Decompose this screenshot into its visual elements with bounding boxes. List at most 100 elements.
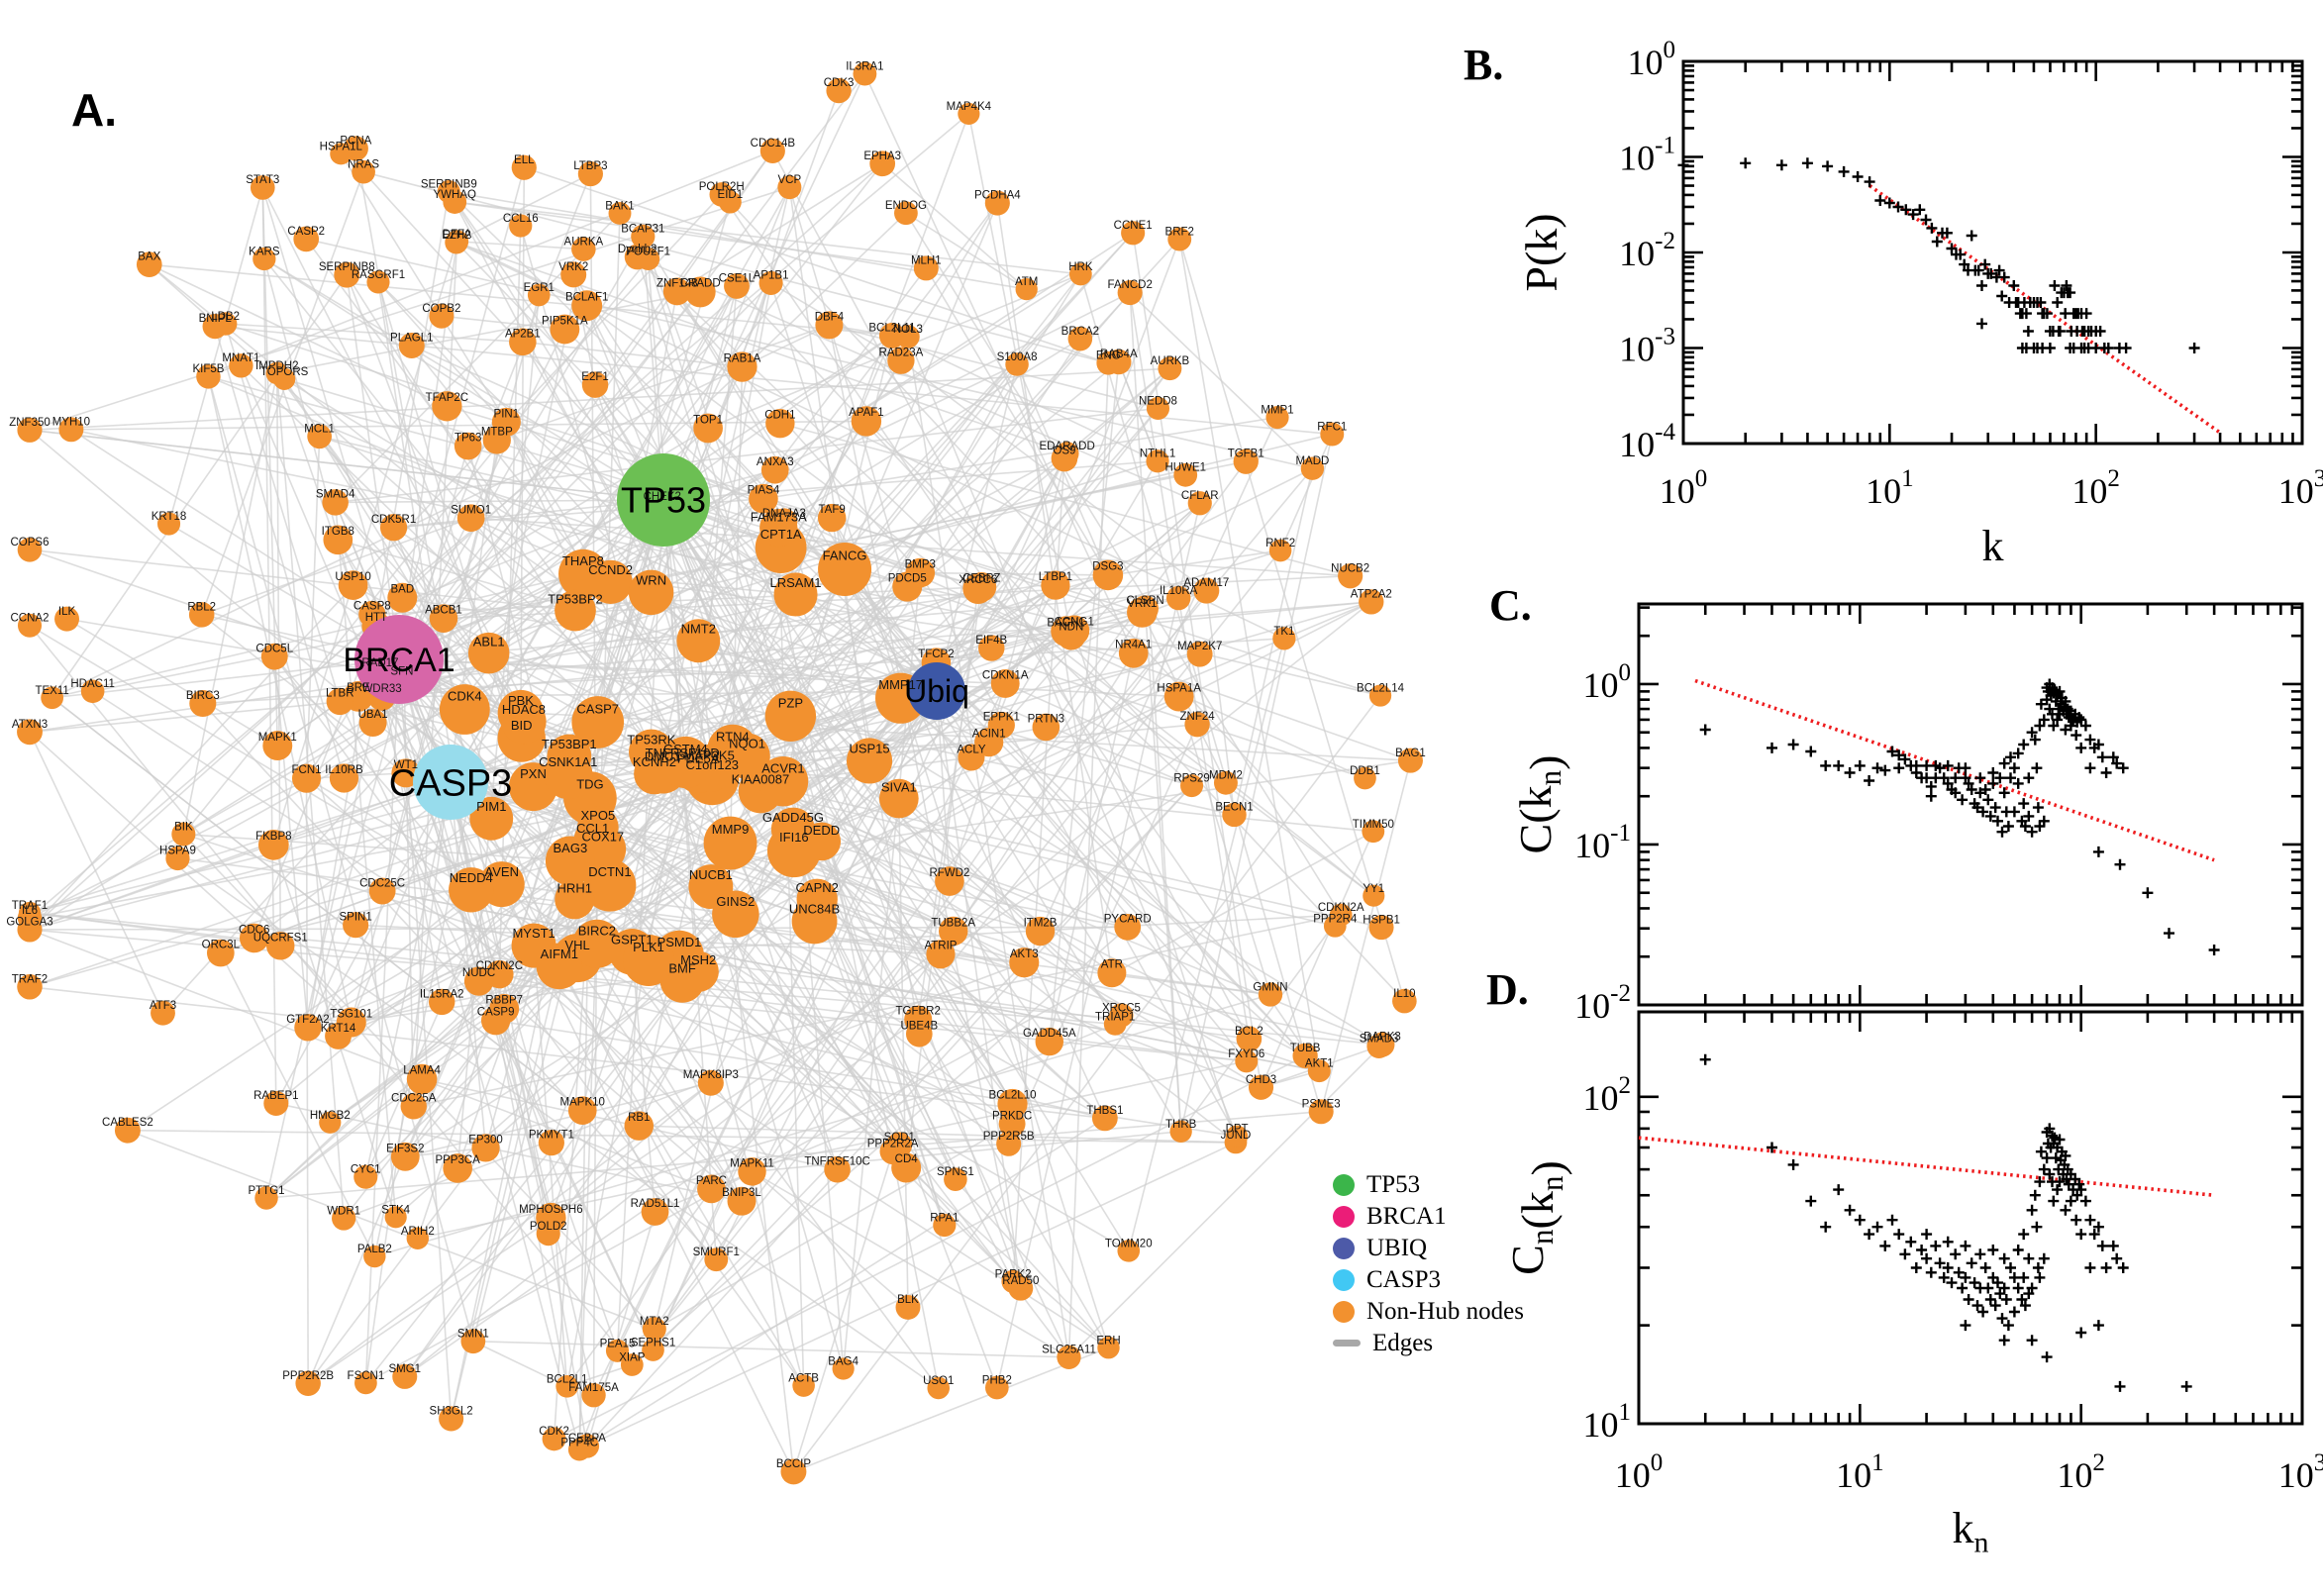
svg-text:GADD45G: GADD45G	[762, 810, 824, 825]
svg-text:BMP3: BMP3	[905, 558, 936, 570]
gene-node	[996, 1131, 1022, 1156]
gene-node	[935, 866, 964, 896]
scatter-points	[1699, 678, 2220, 955]
svg-text:AURKB: AURKB	[1151, 355, 1190, 367]
svg-text:DDB1: DDB1	[1350, 765, 1380, 777]
gene-node	[896, 325, 920, 349]
svg-text:MMP1: MMP1	[1261, 404, 1293, 416]
gene-node	[257, 829, 289, 860]
gene-node	[556, 1374, 579, 1398]
svg-text:JUND: JUND	[1221, 1130, 1252, 1142]
svg-text:BIK: BIK	[174, 821, 193, 833]
svg-text:BRCA2: BRCA2	[1061, 326, 1099, 338]
gene-node	[1292, 1043, 1318, 1068]
svg-text:PCDHA4: PCDHA4	[974, 190, 1021, 202]
svg-text:10-2: 10-2	[1574, 980, 1631, 1026]
gene-node	[1392, 988, 1417, 1014]
gene-node	[759, 138, 785, 163]
gene-node	[252, 247, 276, 271]
axis-ticks	[1637, 1012, 2304, 1426]
svg-text:102: 102	[2057, 1449, 2105, 1495]
svg-text:102: 102	[2071, 465, 2120, 511]
panel-label-b: B.	[1464, 41, 1504, 89]
svg-text:CRADD: CRADD	[680, 278, 721, 290]
gene-node	[978, 635, 1005, 661]
gene-node	[398, 333, 425, 358]
svg-text:RABEP1: RABEP1	[253, 1090, 298, 1102]
svg-text:CLSPN: CLSPN	[1126, 595, 1163, 607]
svg-text:ATR: ATR	[1101, 959, 1123, 971]
non-hub-nodes	[17, 61, 1423, 1485]
gene-node	[354, 1371, 377, 1395]
tick-labels: 100 101 102 103 100 10-1 10-2 10-3 10-4	[1619, 37, 2323, 511]
svg-text:AIFM1: AIFM1	[541, 947, 578, 961]
svg-text:GINS2: GINS2	[716, 894, 755, 909]
svg-text:EDARADD: EDARADD	[1040, 441, 1095, 452]
gene-node	[759, 508, 798, 548]
gene-node	[189, 689, 217, 718]
svg-text:TP53BP2: TP53BP2	[548, 591, 603, 606]
svg-text:BAD: BAD	[390, 584, 414, 596]
svg-text:RBBP7: RBBP7	[485, 995, 523, 1007]
svg-text:NUCB2: NUCB2	[1331, 562, 1369, 574]
gene-node	[1068, 262, 1092, 286]
gene-node	[927, 1376, 951, 1400]
svg-text:LRSAM1: LRSAM1	[770, 575, 822, 590]
svg-text:YWHAQ: YWHAQ	[434, 189, 477, 201]
svg-text:KRT18: KRT18	[152, 511, 187, 523]
svg-text:COPS6: COPS6	[11, 537, 50, 549]
svg-text:RAD51L1: RAD51L1	[631, 1198, 680, 1210]
gene-node	[358, 709, 387, 738]
gene-node	[1121, 221, 1146, 246]
gene-node	[54, 606, 79, 632]
svg-text:FKBP8: FKBP8	[255, 831, 291, 843]
svg-text:ABCB1: ABCB1	[425, 605, 462, 617]
gene-node	[151, 1000, 175, 1026]
svg-text:ATM: ATM	[1015, 276, 1038, 288]
gene-node	[704, 1247, 729, 1272]
gene-node	[334, 261, 360, 288]
gene-node	[206, 939, 235, 967]
gene-node	[622, 934, 675, 986]
svg-text:SOD1: SOD1	[884, 1132, 915, 1144]
svg-text:BRE: BRE	[347, 682, 370, 694]
gene-node	[693, 413, 723, 444]
gene-node	[796, 878, 838, 920]
gene-node	[454, 432, 482, 460]
svg-text:CHD3: CHD3	[1246, 1074, 1276, 1086]
svg-text:TOMM20: TOMM20	[1105, 1238, 1153, 1249]
svg-text:RAB4A: RAB4A	[1100, 349, 1138, 360]
gene-node	[332, 1206, 356, 1231]
svg-text:NQO1: NQO1	[729, 737, 765, 751]
svg-text:RFWD2: RFWD2	[929, 867, 969, 879]
gene-node	[760, 455, 789, 484]
gene-node	[1236, 1026, 1262, 1052]
svg-text:SUMO1: SUMO1	[451, 504, 491, 516]
gene-node	[445, 231, 468, 254]
svg-text:BNIPL: BNIPL	[199, 313, 233, 325]
gene-node	[390, 1142, 420, 1171]
gene-node	[758, 755, 809, 807]
svg-text:HSPA1L: HSPA1L	[320, 141, 363, 152]
gene-node	[352, 159, 375, 184]
gene-node	[1248, 1074, 1274, 1100]
gene-node	[851, 406, 882, 437]
tp53-dot-icon	[1333, 1173, 1355, 1196]
gene-node	[1097, 1337, 1120, 1359]
svg-text:SERPINB9: SERPINB9	[421, 178, 477, 190]
gene-node	[1051, 616, 1081, 647]
svg-text:HMGB2: HMGB2	[310, 1110, 351, 1122]
svg-text:FAM173A: FAM173A	[751, 509, 807, 524]
svg-text:PDE5A: PDE5A	[677, 750, 720, 765]
svg-text:FCN1: FCN1	[292, 764, 322, 776]
svg-text:CDC5L: CDC5L	[255, 643, 293, 654]
y-axis-title: P(k)	[1516, 213, 1566, 291]
gene-node	[463, 966, 494, 996]
svg-text:PSMD1: PSMD1	[657, 935, 702, 949]
svg-text:SPNS1: SPNS1	[937, 1166, 974, 1178]
svg-text:MCL1: MCL1	[304, 423, 335, 435]
svg-text:TGFB1: TGFB1	[1228, 449, 1264, 460]
gene-node	[676, 619, 721, 663]
svg-text:PCNA: PCNA	[340, 136, 371, 148]
svg-text:FXYD6: FXYD6	[1228, 1048, 1264, 1060]
